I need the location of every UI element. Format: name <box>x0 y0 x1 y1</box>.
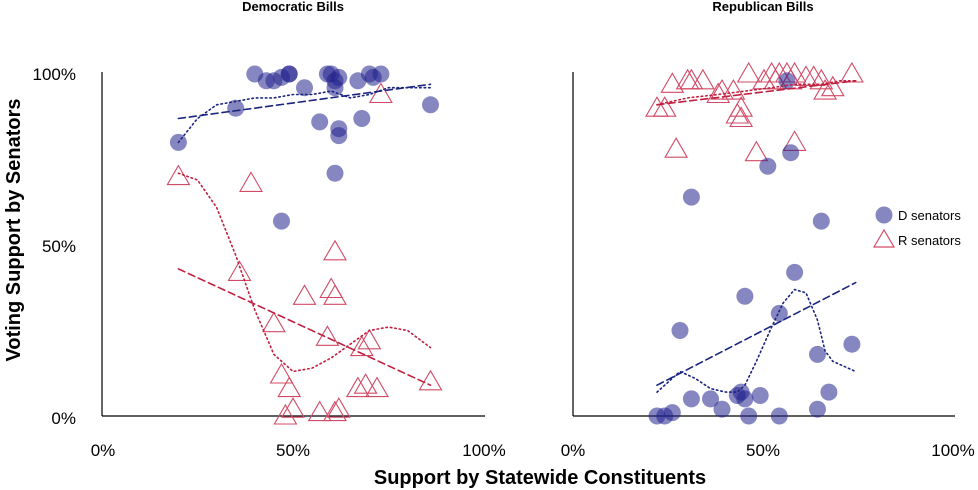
democratic-r-senator-point <box>357 328 382 350</box>
democratic-r-senator-point <box>353 373 378 394</box>
democratic-r-senator-point <box>319 277 344 299</box>
x-axis-title: Support by Statewide Constituents <box>374 467 706 489</box>
republican-d-senator-point <box>736 287 754 305</box>
democratic-r-senator-point <box>349 335 374 357</box>
democratic-r-senator-point <box>269 362 294 384</box>
x-tick-label-0-left: 0% <box>91 441 116 460</box>
republican-d-senator-point <box>809 345 826 363</box>
republican-d-senator-point <box>682 188 700 206</box>
republican-d-senator-point <box>786 263 804 281</box>
democratic-d-senator-point <box>330 68 348 86</box>
democratic-r-senator-point <box>281 397 305 418</box>
republican-d-senator-point <box>809 400 826 418</box>
y-tick-label-0: 0% <box>51 409 76 428</box>
democratic-r-senator-point <box>326 397 351 418</box>
legend-d-marker <box>875 206 893 224</box>
democratic-d-senator-point <box>273 212 290 230</box>
democratic-r-senator-point <box>315 325 340 346</box>
republican-d-senator-point <box>751 387 769 404</box>
republican-r-senator-point <box>729 106 754 128</box>
republican-d-senator-point <box>682 390 700 408</box>
democratic-d-dotted-trend-line <box>177 86 432 144</box>
democratic-r-senator-point <box>261 311 286 333</box>
democratic-r-senator-point <box>345 376 370 398</box>
democratic-d-senator-point <box>372 65 390 83</box>
democratic-r-dashed-trend-line <box>177 268 432 387</box>
democratic-r-senator-point <box>323 284 347 305</box>
democratic-d-senator-point <box>353 110 371 127</box>
x-tick-label-50-left: 50% <box>276 441 310 460</box>
plot-layer <box>166 61 864 425</box>
republican-r-senator-point <box>809 68 834 90</box>
democratic-r-senator-point <box>323 400 347 422</box>
republican-d-senator-point <box>820 383 838 401</box>
democratic-r-senator-point <box>365 376 389 398</box>
democratic-r-senator-point <box>323 239 347 261</box>
republican-d-senator-point <box>740 407 758 425</box>
republican-d-senator-point <box>843 335 861 353</box>
y-axis-title: Voting Support by Senators <box>3 99 25 362</box>
republican-r-senator-point <box>721 79 746 100</box>
x-tick-label-100-right: 100% <box>931 441 974 460</box>
republican-d-senator-point <box>759 157 777 175</box>
republican-r-senator-point <box>645 96 669 117</box>
republican-d-senator-point <box>663 404 681 422</box>
democratic-d-senator-point <box>422 96 439 114</box>
democratic-d-senator-point <box>311 113 329 131</box>
democratic-r-senator-point <box>227 260 252 281</box>
republican-d-senator-point <box>671 322 689 339</box>
democratic-r-senator-point <box>418 369 443 391</box>
democratic-d-senator-point <box>326 164 344 182</box>
republican-d-senator-point <box>782 144 800 162</box>
democratic-d-senator-point <box>227 99 245 117</box>
democratic-r-senator-point <box>273 403 298 425</box>
democratic-r-senator-point <box>239 171 263 192</box>
republican-d-senator-point <box>812 212 830 230</box>
y-tick-label-50: 50% <box>42 237 76 256</box>
republican-r-senator-point <box>729 96 754 117</box>
x-tick-label-0-right: 0% <box>561 441 586 460</box>
republican-r-senator-point <box>652 96 677 117</box>
republican-r-senator-point <box>744 140 769 162</box>
legend: D senators R senators <box>872 206 961 248</box>
democratic-r-senator-point <box>277 376 302 398</box>
democratic-r-senator-point <box>307 400 332 422</box>
democratic-d-dashed-trend-line <box>177 83 432 120</box>
republican-r-senator-point <box>736 61 761 83</box>
republican-d-dotted-trend-line <box>656 288 857 393</box>
legend-r-marker <box>872 228 896 248</box>
republican-d-dashed-trend-line <box>656 281 857 387</box>
republican-d-senator-point <box>736 390 754 408</box>
republican-r-senator-point <box>752 68 776 90</box>
democratic-r-senator-point <box>166 164 191 186</box>
democratic-r-dotted-trend-line <box>177 172 432 373</box>
legend-r-label: R senators <box>898 233 961 248</box>
x-tick-label-100-left: 100% <box>462 441 505 460</box>
democratic-panel-title: Democratic Bills <box>242 0 344 14</box>
republican-r-senator-point <box>813 79 838 100</box>
republican-r-dashed-trend-line <box>656 80 857 106</box>
republican-panel-title: Republican Bills <box>712 0 813 14</box>
democratic-d-senator-point <box>296 79 313 97</box>
republican-r-senator-point <box>679 68 704 90</box>
republican-r-dotted-trend-line <box>656 80 857 106</box>
democratic-d-senator-point <box>280 65 298 83</box>
republican-r-senator-point <box>664 137 689 158</box>
republican-r-senator-point <box>660 72 685 93</box>
legend-d-label: D senators <box>898 208 961 223</box>
democratic-r-senator-point <box>292 284 317 305</box>
republican-d-senator-point <box>770 407 788 425</box>
republican-d-senator-point <box>713 400 731 418</box>
democratic-d-senator-point <box>330 127 348 145</box>
republican-d-senator-point <box>702 390 719 408</box>
republican-r-senator-point <box>820 75 845 97</box>
republican-r-senator-point <box>839 61 864 83</box>
republican-d-senator-point <box>770 304 788 322</box>
y-tick-label-100: 100% <box>33 65 76 84</box>
x-tick-label-50-right: 50% <box>746 441 780 460</box>
republican-r-senator-point <box>690 68 715 90</box>
